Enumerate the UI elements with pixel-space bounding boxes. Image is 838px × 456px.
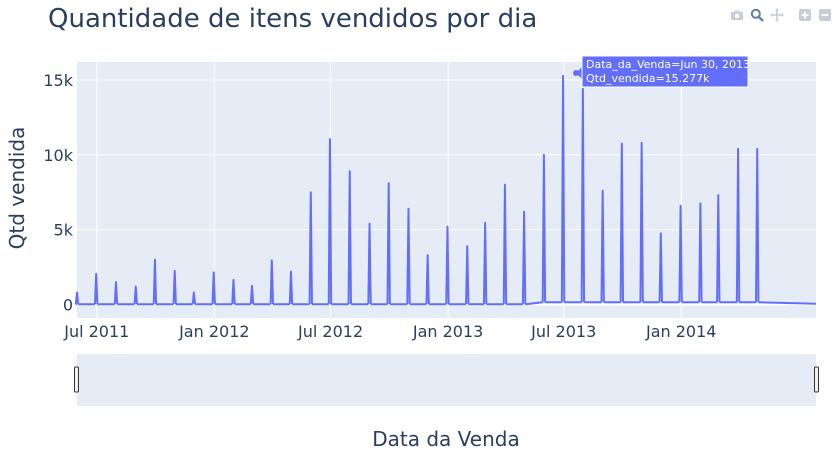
y-axis-title: Qtd vendida (5, 127, 29, 250)
x-tick-label: Jul 2013 (530, 322, 596, 341)
series-peak[interactable] (308, 191, 313, 305)
series-peak[interactable] (465, 245, 470, 305)
series-peak[interactable] (425, 254, 430, 305)
series-peak[interactable] (367, 222, 372, 305)
series-peak[interactable] (113, 281, 119, 305)
hover-pointer (576, 67, 582, 79)
hover-box (581, 55, 749, 88)
series-peak[interactable] (445, 225, 450, 305)
series-peak[interactable] (482, 221, 488, 305)
series-peak[interactable] (716, 194, 721, 303)
series-peak[interactable] (74, 291, 80, 305)
chart-title: Quantidade de itens vendidos por dia (48, 4, 538, 34)
series-peak[interactable] (639, 141, 644, 303)
series-peak[interactable] (560, 74, 566, 303)
camera-icon[interactable] (730, 8, 744, 22)
x-tick-label: Jan 2013 (412, 322, 483, 341)
x-tick-label: Jul 2011 (63, 322, 129, 341)
range-slider[interactable] (74, 354, 819, 406)
series-peak[interactable] (211, 271, 216, 305)
y-tick-label: 0 (63, 296, 73, 315)
series-peak[interactable] (191, 291, 197, 305)
zoom-icon[interactable] (750, 8, 764, 22)
x-axis-title: Data da Venda (372, 427, 519, 451)
x-tick-label: Jan 2014 (645, 322, 716, 341)
series-peak[interactable] (93, 272, 99, 305)
series-peak[interactable] (600, 189, 605, 303)
series-line-group (74, 74, 817, 306)
series-peak[interactable] (658, 232, 663, 303)
series-peak[interactable] (386, 182, 391, 305)
x-tick-label: Jul 2012 (297, 322, 363, 341)
series-baseline-segment (525, 301, 543, 306)
zoom-out-icon[interactable] (818, 8, 832, 22)
series-peak[interactable] (133, 285, 138, 305)
series-peak[interactable] (755, 147, 760, 303)
hover-tooltip: Data_da_Venda=Jun 30, 2013 Qtd_vendida=1… (573, 55, 750, 88)
y-tick-label: 5k (54, 221, 74, 240)
x-tick-label: Jan 2012 (178, 322, 249, 341)
series-peak[interactable] (172, 269, 177, 305)
modebar (730, 8, 832, 22)
range-slider-left-handle[interactable] (74, 366, 79, 393)
zoom-in-icon[interactable] (798, 8, 812, 22)
series-peak[interactable] (269, 259, 275, 305)
hover-line-1: Data_da_Venda=Jun 30, 2013 (586, 58, 750, 71)
y-tick-label: 15k (43, 71, 73, 90)
series-peak[interactable] (249, 284, 255, 305)
series-peak[interactable] (288, 270, 294, 305)
hover-line-2: Qtd_vendida=15.277k (586, 72, 710, 85)
pan-icon[interactable] (770, 8, 784, 22)
range-slider-right-handle[interactable] (814, 366, 819, 393)
series-peak[interactable] (231, 278, 236, 305)
series-peak[interactable] (502, 183, 508, 305)
series-baseline-segment (758, 301, 817, 305)
series-peak[interactable] (327, 138, 333, 305)
x-tick-labels: Jul 2011 Jan 2012 Jul 2012 Jan 2013 Jul 2013… (63, 322, 716, 341)
y-tick-labels: 0 5k 10k 15k (43, 71, 73, 315)
series-peak[interactable] (698, 202, 703, 303)
series-peak[interactable] (619, 142, 625, 303)
series-peak[interactable] (152, 258, 158, 305)
series-peak[interactable] (678, 204, 683, 303)
series-peak[interactable] (406, 207, 411, 305)
range-slider-background (77, 354, 816, 406)
series-peak[interactable] (521, 210, 527, 305)
series-peak[interactable] (541, 153, 547, 303)
series-peak[interactable] (735, 147, 741, 303)
series-peak[interactable] (580, 87, 586, 303)
series-peak[interactable] (347, 170, 352, 305)
y-tick-label: 10k (43, 146, 73, 165)
